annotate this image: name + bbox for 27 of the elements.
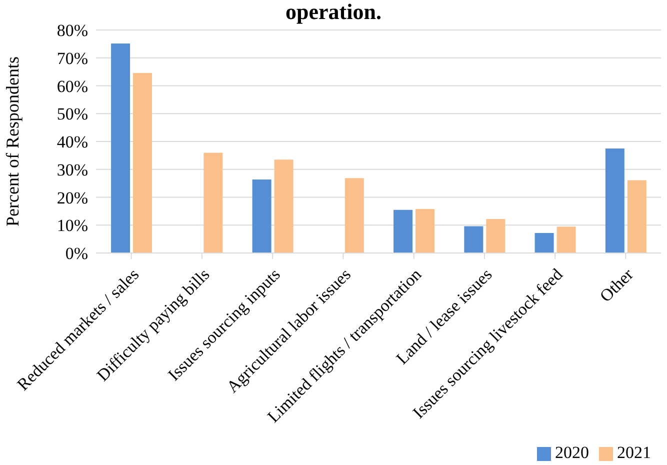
- bar: [133, 72, 152, 253]
- bar: [627, 180, 646, 253]
- bar: [204, 152, 223, 253]
- y-tick-label: 10%: [56, 216, 88, 236]
- bar: [416, 209, 435, 253]
- chart-title: operation.: [286, 0, 382, 24]
- y-tick-label: 30%: [56, 160, 88, 180]
- y-tick-label: 80%: [56, 21, 88, 40]
- y-tick-label: 40%: [56, 132, 88, 152]
- bar: [274, 160, 294, 253]
- bar: [556, 226, 576, 253]
- y-tick-label: 60%: [56, 76, 88, 96]
- y-tick-label: 70%: [56, 48, 88, 68]
- y-tick-label: 0%: [65, 244, 88, 264]
- bar: [111, 43, 130, 253]
- y-tick-label: 20%: [56, 188, 88, 208]
- bar: [464, 226, 484, 253]
- bar: [252, 179, 272, 253]
- bar: [344, 178, 364, 253]
- y-tick-label: 50%: [56, 104, 88, 124]
- bar: [486, 219, 506, 253]
- legend-label: 2021: [617, 443, 651, 462]
- legend-label: 2020: [555, 443, 589, 462]
- bar: [605, 148, 624, 253]
- bar: [534, 232, 554, 253]
- y-axis-title: Percent of Respondents: [2, 56, 22, 226]
- bar: [394, 210, 413, 253]
